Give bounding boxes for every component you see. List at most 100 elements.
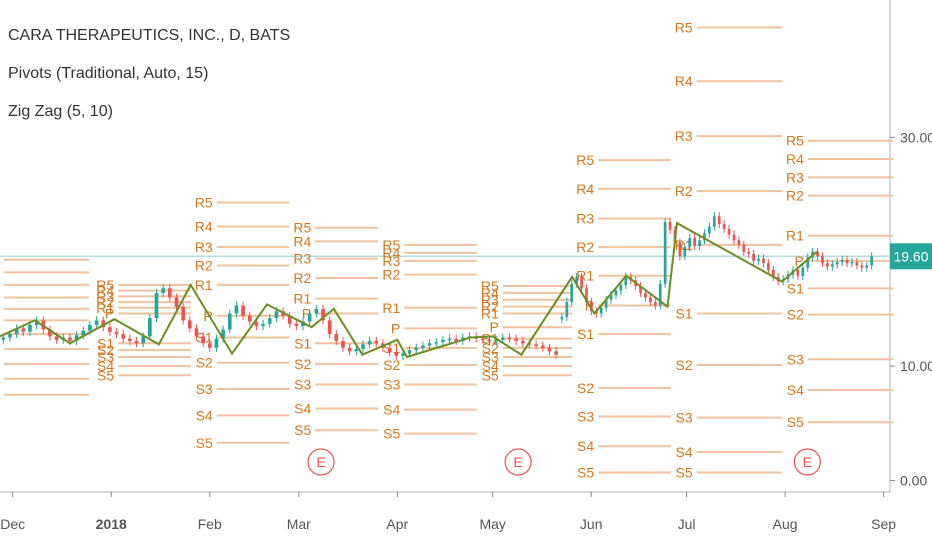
- candle-body: [94, 320, 99, 325]
- candle-body: [128, 338, 132, 341]
- pivot-level-label: R5: [195, 195, 213, 211]
- candle-body: [845, 259, 849, 264]
- pivot-level-label: S3: [787, 351, 804, 367]
- pivot-level-label: R2: [96, 294, 114, 310]
- pivot-level-label: S1: [97, 335, 114, 351]
- candle-body: [21, 328, 26, 332]
- candle-body: [327, 320, 332, 335]
- candle-body: [644, 292, 647, 298]
- pivot-level-label: S2: [482, 340, 499, 356]
- pivot-level-label: R3: [675, 128, 693, 144]
- candle-body: [514, 338, 518, 341]
- pivot-level-label: R3: [293, 251, 311, 267]
- candle-body: [604, 299, 608, 308]
- pivot-level-label: S4: [676, 444, 693, 460]
- pivot-level-label: R1: [96, 300, 114, 316]
- candle-body: [161, 288, 165, 293]
- candle-body: [101, 320, 106, 328]
- candle-body: [816, 251, 819, 257]
- candle-body: [717, 216, 721, 225]
- candle-body: [201, 336, 205, 344]
- candle-body: [540, 345, 545, 348]
- candle-body: [520, 340, 525, 344]
- pivot-level-label: R2: [576, 239, 594, 255]
- candle-body: [294, 323, 299, 327]
- pivot-level-label: R3: [382, 253, 400, 269]
- candle-body: [801, 267, 805, 276]
- pivot-level-label: R2: [675, 183, 693, 199]
- candle-body: [639, 286, 642, 293]
- pivot-level-label: S1: [294, 335, 311, 351]
- candle-body: [194, 328, 199, 337]
- candle-body: [141, 336, 146, 344]
- x-tick-label: Aug: [773, 516, 798, 532]
- pivot-level-label: R3: [576, 211, 594, 227]
- candle-body: [181, 306, 185, 321]
- pivot-level-label: S2: [294, 356, 311, 372]
- pivot-level-label: S5: [787, 414, 804, 430]
- candle-body: [287, 315, 292, 324]
- candle-body: [575, 276, 578, 284]
- candle-body: [334, 334, 339, 341]
- candle-body: [507, 337, 512, 340]
- candle-body: [649, 297, 652, 303]
- pivot-level-label: R5: [576, 152, 594, 168]
- candle-body: [68, 337, 72, 341]
- candle-body: [737, 240, 741, 245]
- x-tick-label: Feb: [198, 516, 222, 532]
- candle-body: [167, 288, 172, 298]
- pivot-level-label: S3: [676, 410, 693, 426]
- candle-body: [427, 343, 432, 346]
- candle-body: [757, 258, 760, 261]
- y-tick-label: 0.00: [900, 473, 927, 489]
- last-price-label: 19.60: [893, 248, 928, 264]
- candle-body: [855, 262, 859, 266]
- earnings-marker-label: E: [803, 454, 812, 470]
- candle-body: [806, 257, 810, 268]
- candle-body: [421, 345, 425, 348]
- x-tick-label: Jul: [678, 516, 696, 532]
- candle-body: [454, 338, 459, 341]
- y-tick-label: 30.00: [900, 129, 932, 145]
- earnings-marker-label: E: [513, 454, 522, 470]
- pivot-level-label: S3: [383, 376, 400, 392]
- pivot-level-label: R4: [786, 151, 804, 167]
- candle-body: [48, 329, 52, 337]
- pivot-level-label: S2: [97, 342, 114, 358]
- candle-body: [247, 315, 252, 322]
- candle-body: [154, 292, 159, 319]
- pivot-level-label: R3: [786, 169, 804, 185]
- candle-body: [732, 234, 736, 241]
- candle-body: [321, 308, 325, 321]
- pivot-level-label: S5: [577, 465, 594, 481]
- pivot-level-label: S4: [383, 402, 400, 418]
- pivot-level-label: R4: [576, 181, 594, 197]
- candle-body: [619, 284, 623, 291]
- candle-body: [374, 340, 379, 344]
- pivot-level-label: S3: [482, 349, 499, 365]
- candle-body: [8, 334, 12, 338]
- candle-body: [712, 216, 716, 227]
- candle-body: [653, 302, 657, 306]
- candle-body: [693, 237, 696, 246]
- candle-body: [14, 328, 19, 335]
- pivot-level-label: R4: [382, 245, 400, 261]
- pivot-level-label: S5: [97, 367, 114, 383]
- candle-body: [708, 226, 711, 234]
- candle-body: [88, 324, 92, 331]
- pivot-level-label: R4: [675, 73, 693, 89]
- x-tick-label: Dec: [0, 516, 25, 532]
- zigzag-indicator-label: Zig Zag (5, 10): [8, 103, 113, 120]
- pivot-level-label: R2: [481, 299, 499, 315]
- candle-body: [585, 288, 588, 303]
- candle-body: [54, 336, 59, 340]
- pivot-level-label: R1: [481, 306, 499, 322]
- pivot-level-label: P: [391, 320, 400, 336]
- pivot-level-label: S1: [787, 280, 804, 296]
- pivot-level-label: R3: [481, 292, 499, 308]
- candle-body: [796, 270, 800, 276]
- pivot-level-label: S4: [787, 382, 804, 398]
- candle-body: [826, 263, 829, 267]
